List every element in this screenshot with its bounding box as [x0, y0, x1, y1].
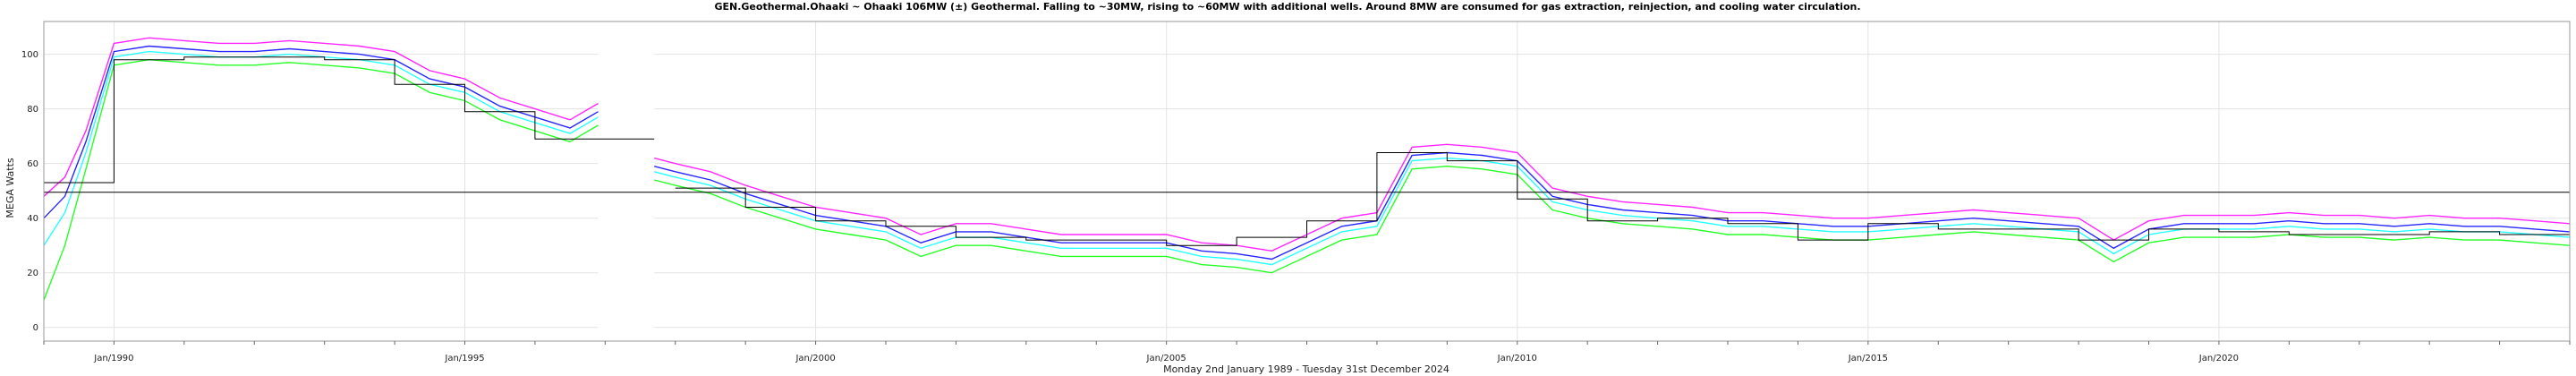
x-tick-label: Jan/2005 [1146, 354, 1186, 363]
y-axis-label: MEGA Watts [4, 158, 16, 218]
x-tick-label: Jan/2020 [2198, 354, 2239, 363]
grid [44, 21, 2570, 341]
average-lines [44, 56, 2570, 246]
x-tick-label: Jan/2000 [795, 354, 835, 363]
y-tick-label: 100 [21, 50, 38, 60]
x-tick-label: Jan/2015 [1848, 354, 1888, 363]
data-gap [598, 21, 655, 341]
x-tick-label: Jan/1995 [444, 354, 484, 363]
plot-frame [43, 21, 2571, 342]
series-line [43, 58, 2571, 301]
y-tick-label: 60 [27, 159, 38, 169]
y-tick-label: 0 [33, 323, 38, 333]
series-line [43, 45, 2571, 261]
x-tick-label: Jan/1990 [93, 354, 133, 363]
x-tick-label: Jan/2010 [1497, 354, 1537, 363]
x-axis-label: Monday 2nd January 1989 - Tuesday 31st D… [1163, 363, 1450, 375]
annual-average-step-line [44, 56, 2570, 246]
series-lines [43, 37, 2571, 301]
gap-region [598, 21, 655, 341]
chart-title: GEN.Geothermal.Ohaaki ~ Ohaaki 106MW (±)… [714, 1, 1860, 13]
tick-labels: 0 20 40 60 80 100 Jan/1990 Jan/1995 Jan/2000 Jan/… [21, 50, 2571, 363]
series-line [43, 37, 2571, 252]
y-tick-label: 80 [27, 105, 38, 115]
y-tick-label: 40 [27, 214, 38, 224]
y-tick-label: 20 [27, 269, 38, 278]
